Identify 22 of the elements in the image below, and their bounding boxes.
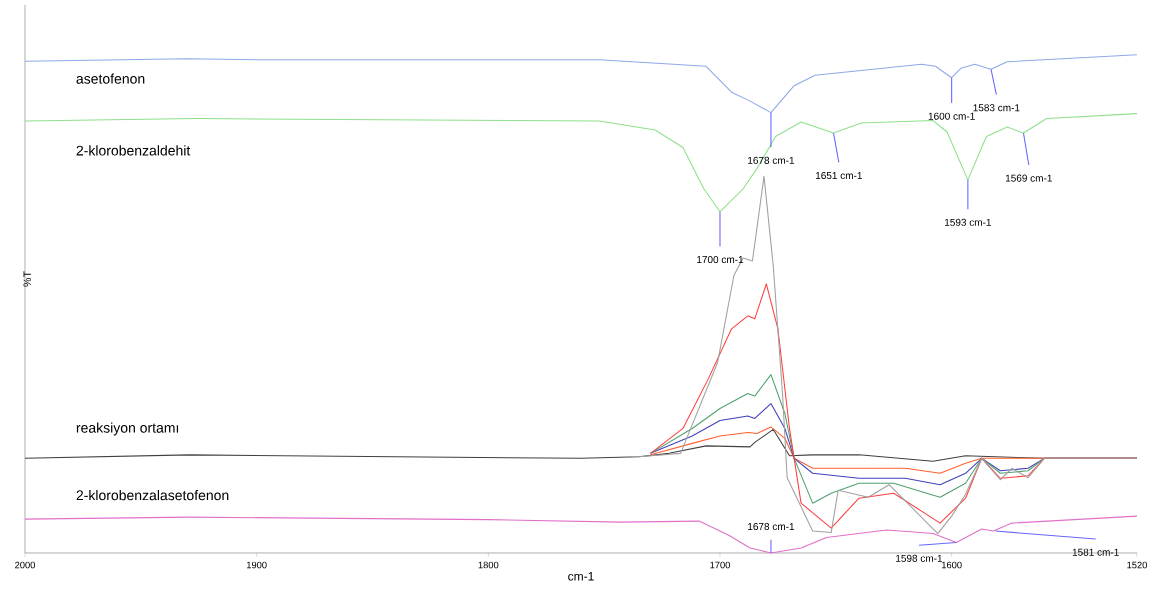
x-tick-label: 1600 xyxy=(941,561,962,569)
annotation: 1700 cm-1 xyxy=(697,256,744,264)
x-tick-label: 1800 xyxy=(478,561,499,569)
series-label: reaksiyon ortamı xyxy=(76,422,179,436)
x-tick-label: 2000 xyxy=(15,561,36,569)
annotation: 1678 cm-1 xyxy=(748,522,795,531)
x-axis-title: cm-1 xyxy=(568,572,594,581)
annotation: 1581 cm-1 xyxy=(1072,548,1119,556)
annotation: 1598 cm-1 xyxy=(896,554,943,562)
annotation: 1600 cm-1 xyxy=(928,112,975,120)
series-label: asetofenon xyxy=(76,73,145,84)
series-label: 2-klorobenzaldehit xyxy=(76,145,191,156)
x-tick-label: 1900 xyxy=(246,561,267,569)
annotation: 1583 cm-1 xyxy=(973,104,1020,112)
y-axis-title: %T xyxy=(23,271,31,287)
annotation: 1651 cm-1 xyxy=(815,171,862,180)
x-tick-label: 1700 xyxy=(710,561,730,569)
x-tick-label: 1520 xyxy=(1127,561,1147,569)
annotation: 1678 cm-1 xyxy=(748,156,795,164)
annotation: 1569 cm-1 xyxy=(1005,174,1052,182)
annotation: 1593 cm-1 xyxy=(945,218,991,226)
series-label: 2-klorobenzalasetofenon xyxy=(76,489,229,501)
